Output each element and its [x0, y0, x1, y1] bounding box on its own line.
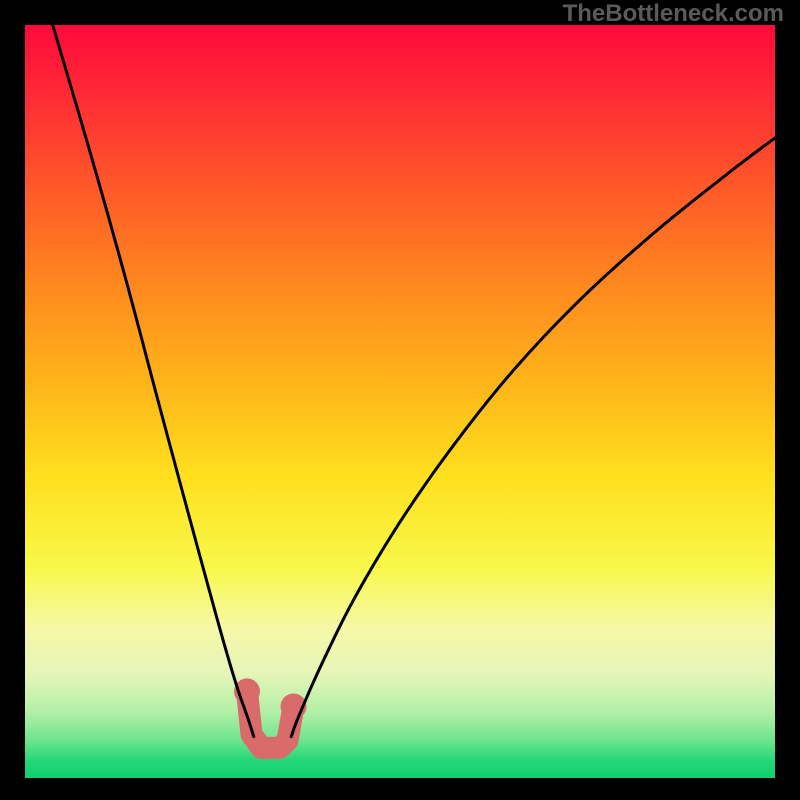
chart-overlay [25, 25, 775, 778]
curve-right-branch [291, 138, 775, 737]
curve-left-branch [53, 25, 254, 737]
watermark-text: TheBottleneck.com [563, 0, 784, 28]
plot-area [25, 25, 775, 778]
